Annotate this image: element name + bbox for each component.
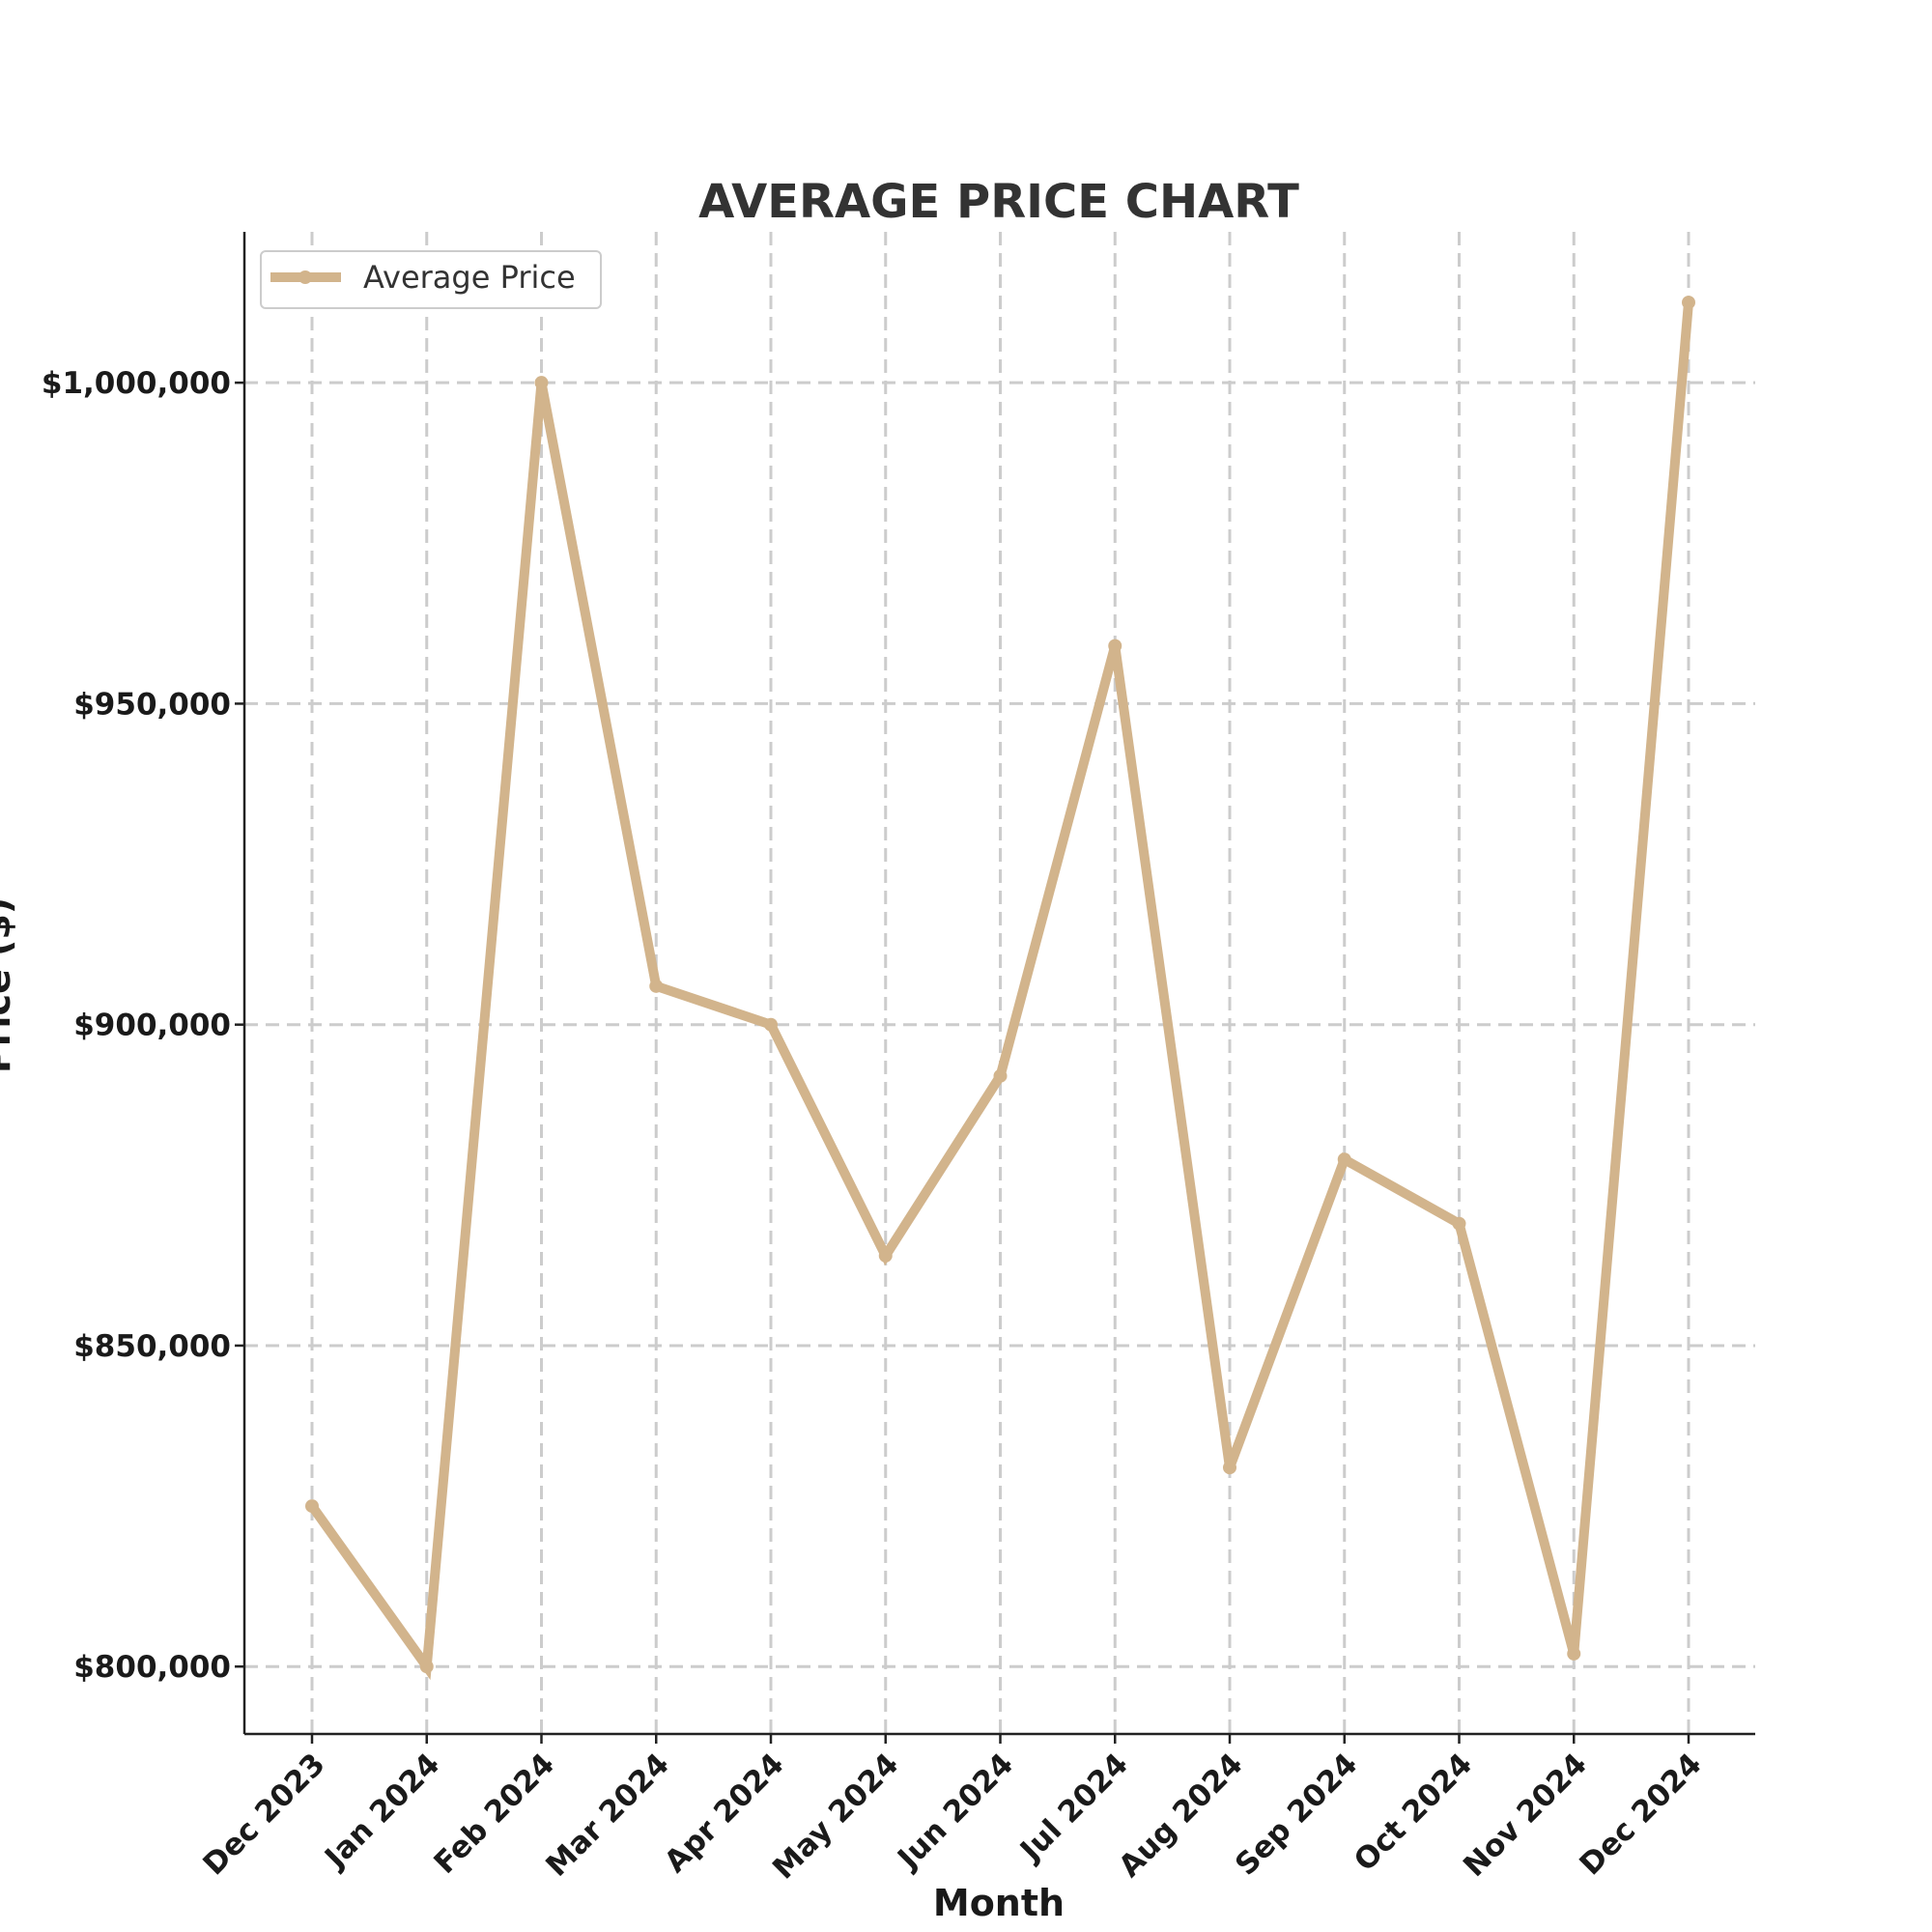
- x-tick-label: Nov 2024: [1457, 1747, 1594, 1884]
- grid: [244, 232, 1755, 1734]
- x-axis-label: Month: [933, 1882, 1065, 1924]
- y-tick-labels: $800,000 $850,000 $900,000 $950,000 $1,000,0…: [42, 366, 244, 1685]
- x-tick-label: Dec 2023: [196, 1747, 331, 1882]
- legend-box: [260, 250, 602, 309]
- legend-label: Average Price: [363, 259, 576, 296]
- data-point: [1337, 1152, 1351, 1167]
- legend: Average Price: [260, 250, 602, 309]
- data-point: [878, 1248, 893, 1263]
- x-tick-label: Jul 2024: [1012, 1747, 1135, 1869]
- y-tick-label: $800,000: [73, 1650, 231, 1685]
- data-point: [1108, 639, 1122, 653]
- y-tick-label: $900,000: [73, 1009, 231, 1043]
- x-tick-label: Sep 2024: [1229, 1747, 1364, 1882]
- data-point: [993, 1068, 1008, 1083]
- x-tick-label: Mar 2024: [539, 1747, 676, 1884]
- data-point: [534, 376, 549, 390]
- data-point: [764, 1017, 778, 1032]
- data-point: [1682, 296, 1695, 310]
- x-tick-label: Dec 2024: [1573, 1747, 1708, 1882]
- data-point: [1567, 1646, 1581, 1661]
- y-tick-label: $950,000: [73, 687, 231, 722]
- data-point: [419, 1660, 434, 1674]
- y-axis-label: Price ($): [0, 897, 18, 1073]
- data-point: [305, 1499, 319, 1514]
- legend-point-marker: [298, 270, 312, 284]
- data-point: [1452, 1216, 1466, 1231]
- data-point: [1223, 1461, 1236, 1475]
- y-tick-label: $1,000,000: [42, 366, 231, 401]
- x-tick-label: Jun 2024: [890, 1747, 1020, 1877]
- chart-title: AVERAGE PRICE CHART: [698, 175, 1299, 229]
- y-tick-label: $850,000: [73, 1329, 231, 1364]
- series: [305, 296, 1695, 1681]
- x-tick-label: Aug 2024: [1112, 1747, 1249, 1884]
- data-point: [649, 979, 664, 993]
